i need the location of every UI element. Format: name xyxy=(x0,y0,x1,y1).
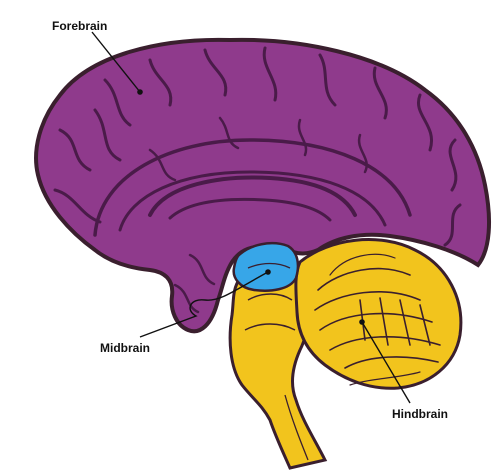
hindbrain-region xyxy=(228,238,463,470)
pointers xyxy=(91,31,411,404)
midbrain-detail xyxy=(247,262,291,269)
forebrain-pointer xyxy=(91,31,141,93)
hindbrain-pointer-dot xyxy=(359,319,365,325)
midbrain-pointer-dot xyxy=(265,269,271,275)
midbrain-shape xyxy=(232,242,300,292)
brainstem-lines xyxy=(244,293,309,461)
midbrain-label: Midbrain xyxy=(100,341,150,355)
midbrain-pointer xyxy=(139,271,269,338)
hindbrain-label: Hindbrain xyxy=(392,407,448,421)
midbrain-region xyxy=(232,242,300,292)
forebrain-region xyxy=(34,37,492,334)
forebrain-label: Forebrain xyxy=(52,19,107,33)
hindbrain-pointer xyxy=(361,321,411,404)
forebrain-folds xyxy=(53,46,462,314)
forebrain-pointer-dot xyxy=(137,89,143,95)
